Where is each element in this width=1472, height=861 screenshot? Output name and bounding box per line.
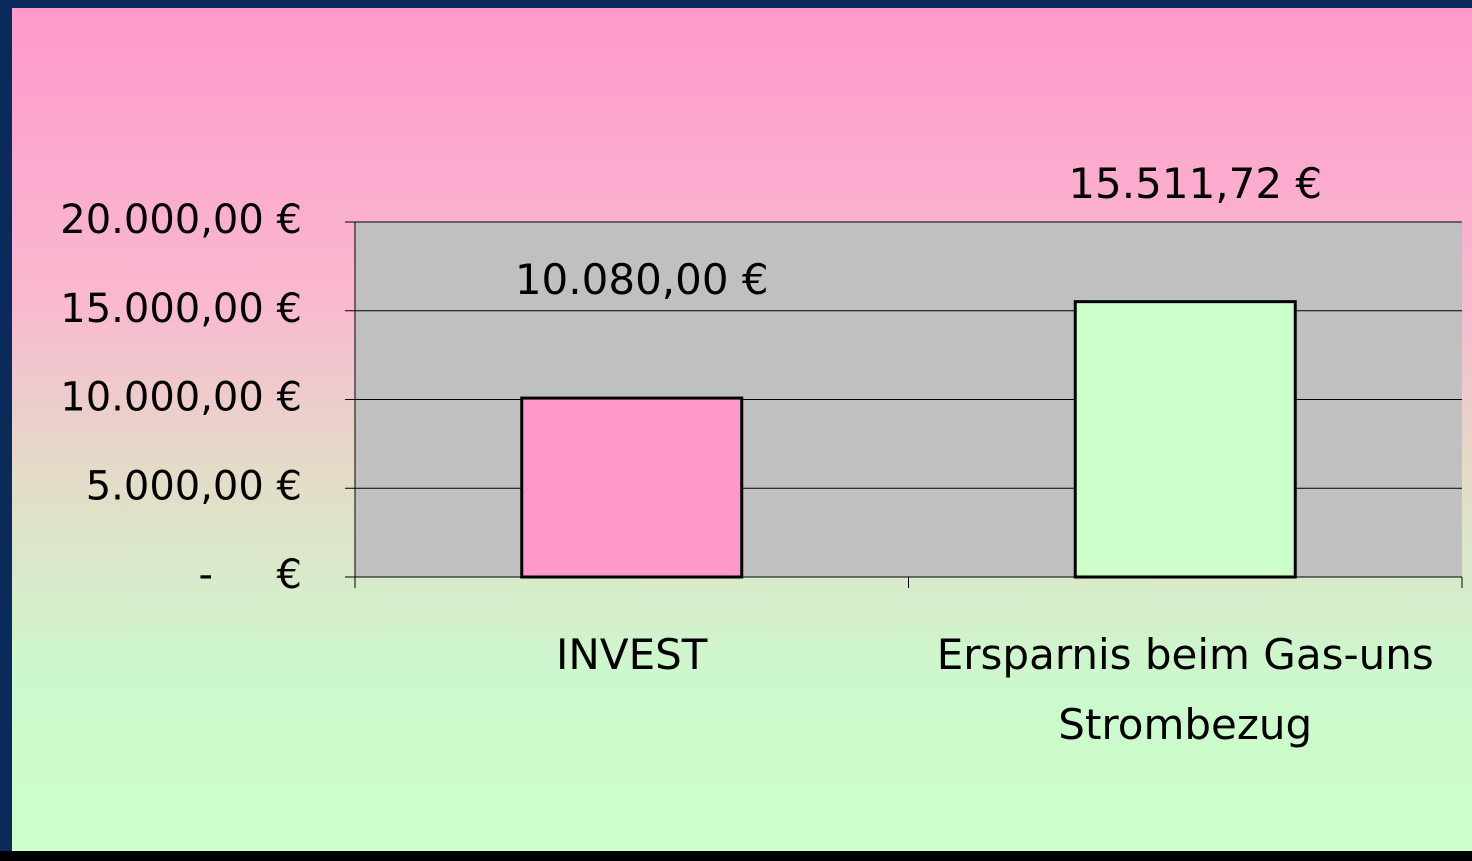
bar (520, 396, 744, 579)
y-tick-label: - € (199, 552, 302, 598)
x-tick-label: Ersparnis beim Gas-uns Strombezug (936, 630, 1434, 749)
y-tick-label: 5.000,00 € (86, 463, 302, 509)
x-tick-label: INVEST (556, 630, 708, 679)
y-tick-label: 10.000,00 € (60, 375, 302, 421)
bar (1073, 300, 1297, 579)
data-label: 15.511,72 € (1068, 158, 1323, 208)
y-tick-label: 15.000,00 € (60, 286, 302, 332)
y-tick-label: 20.000,00 € (60, 197, 302, 243)
data-label: 10.080,00 € (514, 255, 769, 305)
bottom-strip (0, 851, 1472, 861)
